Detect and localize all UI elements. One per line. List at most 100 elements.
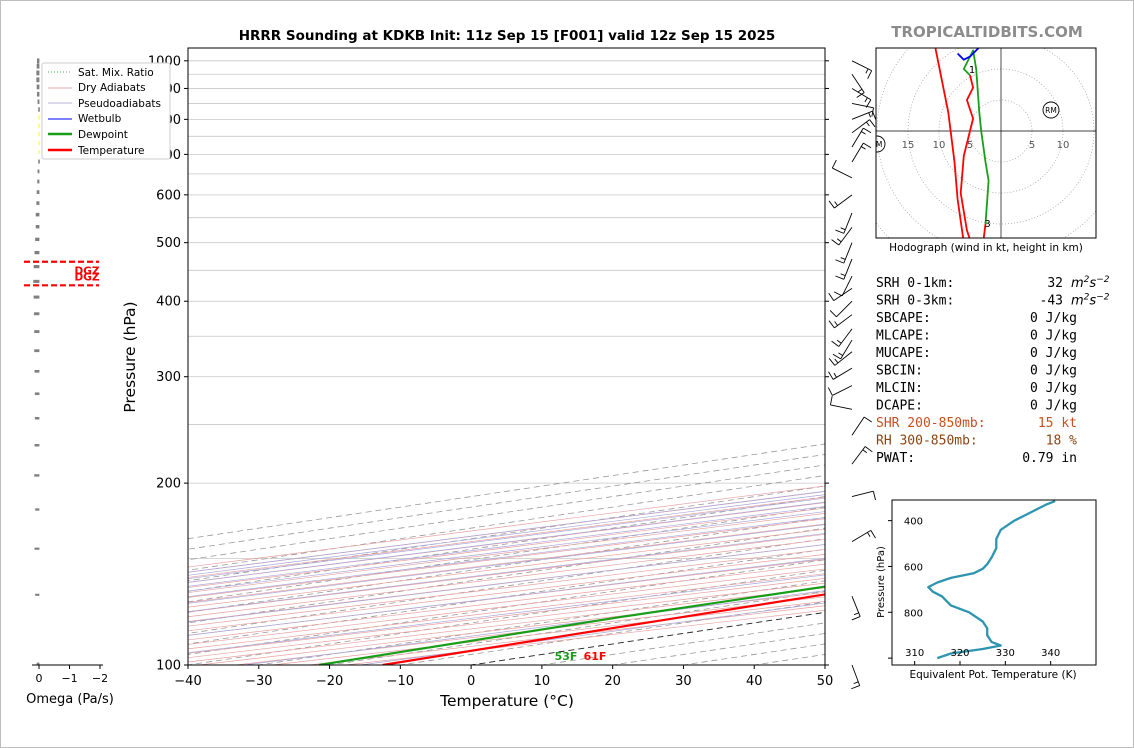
legend-temperature: Temperature — [77, 145, 145, 157]
omega-bar — [33, 295, 40, 299]
omega-tick-label: −2 — [92, 672, 108, 685]
omega-x-label: Omega (Pa/s) — [26, 692, 114, 707]
hodograph-ring-label: 5 — [1029, 140, 1035, 151]
omega-bar — [36, 190, 40, 194]
wind-barb — [831, 227, 853, 246]
theta-e-x-tick-label: 310 — [905, 648, 924, 659]
wind-barb — [831, 328, 853, 347]
omega-bar — [34, 330, 40, 334]
skewt-background-lines — [188, 48, 825, 665]
omega-bar — [35, 237, 40, 242]
omega-bar — [34, 547, 40, 550]
dgz-label-bottom: DGZ — [75, 266, 100, 278]
x-tick-label: 10 — [534, 674, 551, 689]
omega-bar — [36, 201, 40, 205]
omega-bar — [36, 77, 40, 83]
isotherm-line — [188, 506, 825, 603]
theta-e-trace — [927, 500, 1056, 660]
wind-barb — [827, 385, 853, 396]
legend-sat-mix-ratio: Sat. Mix. Ratio — [78, 67, 154, 79]
theta-e-y-tick-label: 400 — [904, 517, 923, 528]
omega-bar — [37, 179, 40, 184]
isotherm-line — [188, 517, 825, 613]
skewt-y-label: Pressure (hPa) — [121, 301, 139, 412]
index-label: SRH 0-1km: — [876, 276, 954, 291]
rm-label: RM — [1045, 106, 1057, 115]
y-tick-label: 400 — [156, 295, 181, 310]
wind-barb — [828, 314, 853, 329]
omega-ticks: 0 −1 −2 — [36, 665, 108, 685]
omega-bar — [38, 140, 41, 146]
index-value: 0 J/kg — [1030, 364, 1077, 379]
wind-barb — [851, 103, 875, 117]
hodograph-segment-3-6km — [934, 48, 987, 238]
index-value: -43 — [1040, 294, 1063, 309]
wind-barb — [829, 396, 853, 410]
index-label: RH 300-850mb: — [876, 434, 978, 449]
index-label: PWAT: — [876, 451, 915, 466]
theta-e-frame — [891, 499, 1097, 666]
omega-bar — [34, 474, 40, 477]
wind-barb — [851, 595, 861, 621]
site-watermark: TROPICALTIDBITS.COM — [891, 23, 1083, 41]
wind-barb — [831, 159, 853, 179]
index-value: 0.79 in — [1022, 451, 1077, 466]
wind-barb — [851, 529, 876, 543]
y-tick-label: 100 — [156, 659, 181, 674]
omega-bar — [38, 123, 41, 128]
index-value: 0 J/kg — [1030, 381, 1077, 396]
wind-barb — [829, 300, 853, 318]
hodograph-ring-label: 15 — [902, 140, 915, 151]
hodograph-height-label: 3 — [984, 219, 990, 230]
surface-temperature-label: 61F — [584, 650, 607, 663]
wind-barb — [851, 88, 872, 108]
wind-barb — [851, 490, 876, 501]
theta-e-y-label: Pressure (hPa) — [876, 546, 887, 618]
x-tick-label: 20 — [604, 674, 621, 689]
omega-bar — [38, 159, 40, 164]
omega-bar — [37, 169, 40, 174]
omega-bar — [33, 312, 40, 316]
pseudoadiabat-line — [244, 590, 825, 665]
omega-bar — [38, 107, 40, 112]
lm-marker — [876, 135, 886, 153]
x-tick-label: 50 — [817, 674, 834, 689]
surface-dewpoint-label: 53F — [555, 650, 578, 663]
omega-bar — [35, 508, 40, 511]
isotherm-line — [188, 485, 825, 582]
legend-dry-adiabats: Dry Adiabats — [78, 82, 146, 94]
wind-barb — [828, 367, 853, 380]
wind-barb — [851, 664, 861, 690]
index-label: MLCIN: — [876, 381, 923, 396]
x-tick-label: −40 — [174, 674, 201, 689]
y-tick-label: 600 — [156, 188, 181, 203]
wind-barb — [833, 276, 853, 297]
hodograph-height-label: 6 — [956, 11, 962, 22]
omega-bar — [35, 593, 40, 596]
omega-bar — [34, 416, 40, 420]
index-value: 0 J/kg — [1030, 311, 1077, 326]
index-label: DCAPE: — [876, 399, 923, 414]
y-tick-label: 300 — [156, 370, 181, 385]
hodograph-ring-label: 5 — [967, 140, 973, 151]
omega-bar — [34, 369, 40, 373]
index-value: 15 kt — [1038, 416, 1077, 431]
omega-bar — [37, 99, 40, 105]
legend-pseudoadiabats: Pseudoadiabats — [78, 98, 161, 110]
wind-barb — [828, 351, 853, 366]
omega-bar — [36, 70, 40, 76]
theta-e-x-tick-label: 330 — [996, 648, 1015, 659]
wind-barb — [835, 258, 853, 280]
x-tick-label: −20 — [316, 674, 343, 689]
omega-bar — [35, 224, 40, 229]
omega-bar — [38, 132, 41, 137]
x-tick-label: −30 — [245, 674, 272, 689]
legend: Sat. Mix. Ratio Dry Adiabats Pseudoadiab… — [41, 62, 171, 160]
wind-barbs — [827, 60, 877, 690]
dry-adiabat-line — [272, 600, 825, 665]
isotherm-line — [824, 664, 825, 665]
omega-bar — [35, 212, 40, 217]
